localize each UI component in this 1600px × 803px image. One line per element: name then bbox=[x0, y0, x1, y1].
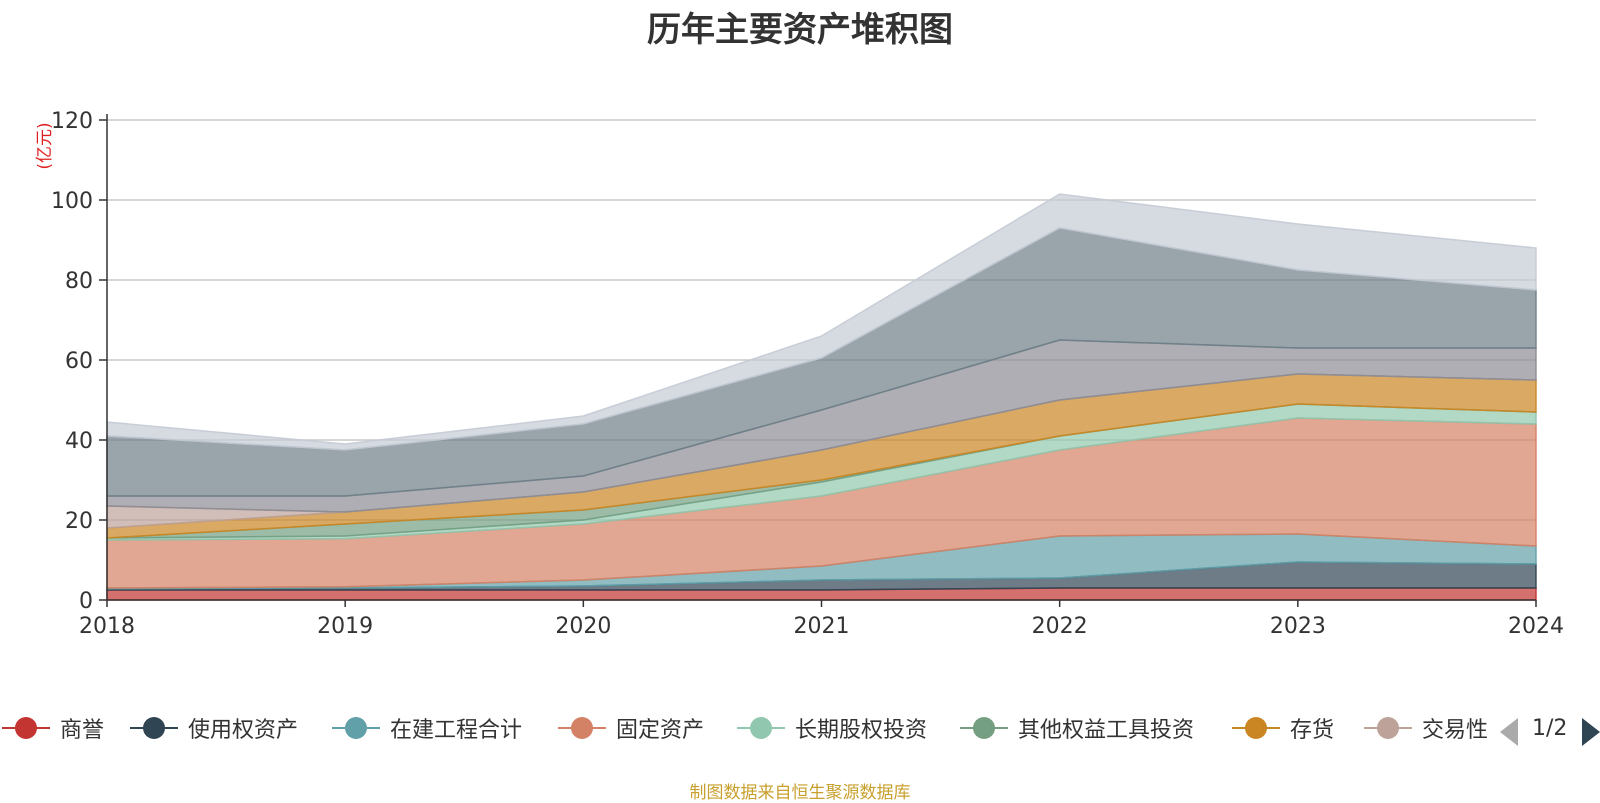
y-tick-label: 40 bbox=[65, 429, 93, 454]
legend-label: 其他权益工具投资 bbox=[1018, 718, 1195, 743]
x-tick-label: 2024 bbox=[1508, 614, 1564, 639]
legend-marker-icon bbox=[130, 717, 178, 739]
legend: 商誉 使用权资产 在建工程合计 固定资产 长期股权投资 其他权益工具投资 存货 交易性 bbox=[0, 708, 1600, 748]
legend-marker-icon bbox=[2, 717, 50, 739]
legend-label: 固定资产 bbox=[616, 718, 705, 743]
legend-label: 长期股权投资 bbox=[795, 718, 928, 743]
chart-title: 历年主要资产堆积图 bbox=[647, 10, 953, 50]
legend-marker-icon bbox=[558, 717, 606, 739]
y-tick-label: 0 bbox=[79, 589, 93, 614]
x-tick-label: 2018 bbox=[79, 614, 135, 639]
x-tick-label: 2023 bbox=[1270, 614, 1326, 639]
axes: 0 20 40 60 80 100 120 2018 2019 2020 2021 2022 2023 2… bbox=[51, 109, 1564, 639]
y-tick-label: 20 bbox=[65, 509, 93, 534]
legend-marker-icon bbox=[960, 717, 1008, 739]
x-tick-label: 2019 bbox=[317, 614, 373, 639]
legend-marker-icon bbox=[332, 717, 380, 739]
x-tick-label: 2020 bbox=[555, 614, 611, 639]
legend-label: 商誉 bbox=[60, 718, 105, 743]
y-tick-label: 60 bbox=[65, 349, 93, 374]
legend-prev-page-icon[interactable] bbox=[1500, 718, 1518, 746]
legend-label: 交易性 bbox=[1422, 718, 1489, 743]
y-tick-label: 80 bbox=[65, 269, 93, 294]
area-series bbox=[106, 193, 1537, 601]
legend-marker-icon bbox=[1232, 717, 1280, 739]
y-tick-label: 100 bbox=[51, 189, 93, 214]
area-其他资产三[interactable] bbox=[106, 193, 1537, 451]
y-axis-unit: (亿元) bbox=[35, 122, 55, 169]
legend-marker-icon bbox=[737, 717, 785, 739]
data-source-note: 制图数据来自恒生聚源数据库 bbox=[689, 783, 911, 803]
y-tick-label: 120 bbox=[51, 109, 93, 134]
x-tick-label: 2021 bbox=[794, 614, 850, 639]
legend-label: 使用权资产 bbox=[188, 718, 299, 743]
legend-label: 在建工程合计 bbox=[390, 718, 523, 743]
x-tick-label: 2022 bbox=[1032, 614, 1088, 639]
legend-next-page-icon[interactable] bbox=[1582, 718, 1600, 746]
legend-page-indicator: 1/2 bbox=[1532, 716, 1568, 741]
stacked-area-chart: 0 20 40 60 80 100 120 2018 2019 2020 2021 2022 2023 2… bbox=[35, 109, 1564, 639]
legend-marker-icon bbox=[1364, 717, 1412, 739]
legend-label: 存货 bbox=[1290, 718, 1335, 743]
